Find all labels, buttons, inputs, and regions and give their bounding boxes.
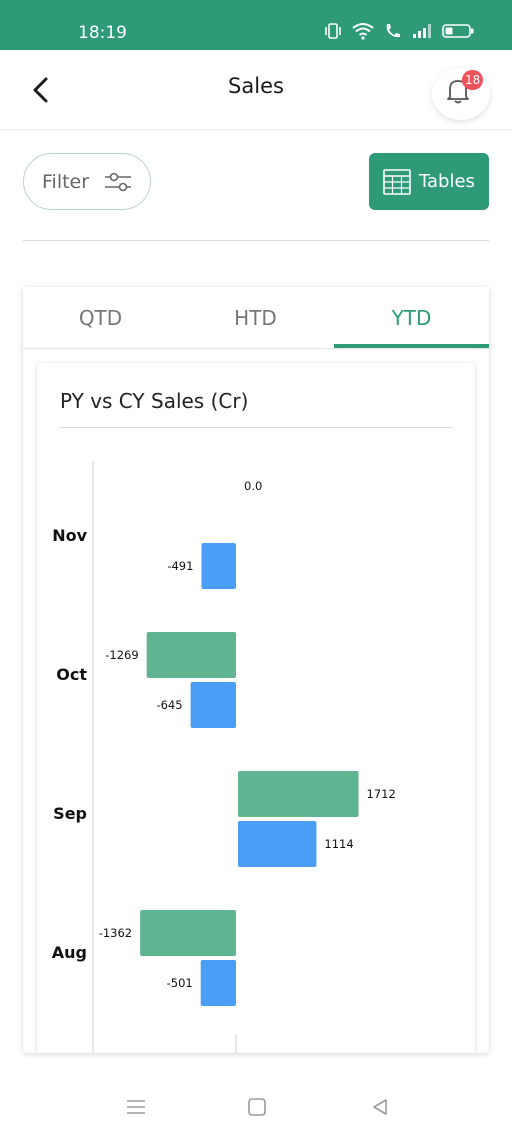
data-label-s1-nov: 0.0 xyxy=(244,479,262,493)
period-tabs: QTD HTD YTD xyxy=(23,287,489,349)
filter-button[interactable]: Filter xyxy=(23,153,151,210)
home-button[interactable] xyxy=(242,1095,272,1119)
chart-card: PY vs CY Sales (Cr) Nov 0.0 -491 Oct -1269 -6… xyxy=(37,363,475,1053)
data-label-s2-sep: 1114 xyxy=(324,837,353,851)
back-button[interactable] xyxy=(22,72,58,108)
category-label-sep: Sep xyxy=(53,804,87,823)
toolbar-divider xyxy=(23,240,489,241)
data-label-s2-nov: -491 xyxy=(167,559,193,573)
tables-button[interactable]: Tables xyxy=(369,153,489,210)
wifi-call-icon xyxy=(386,24,400,38)
system-back-button[interactable] xyxy=(365,1095,395,1119)
status-time: 18:19 xyxy=(78,23,127,43)
sales-card: QTD HTD YTD PY vs CY Sales (Cr) Nov 0.0 -4… xyxy=(23,287,489,1053)
chevron-left-icon xyxy=(33,77,48,103)
status-bar: 18:19 xyxy=(0,0,512,50)
wifi-icon xyxy=(352,23,374,40)
bar-s2-oct xyxy=(190,682,236,728)
bar-s2-sep xyxy=(238,821,317,867)
bar-s1-oct xyxy=(146,632,236,678)
category-label-aug: Aug xyxy=(52,943,87,962)
table-grid-icon xyxy=(383,168,411,195)
chart-title-rule xyxy=(60,427,452,428)
category-label-nov: Nov xyxy=(52,526,87,545)
bell-icon xyxy=(447,80,469,104)
bar-s1-aug xyxy=(140,910,236,956)
menu-icon xyxy=(127,1100,145,1114)
bar-s2-aug xyxy=(200,960,236,1006)
tab-qtd[interactable]: QTD xyxy=(78,306,123,330)
sales-bar-chart: Nov 0.0 -491 Oct -1269 -645 Sep 1712 1114 Aug -136… xyxy=(52,461,396,1053)
status-icons xyxy=(324,22,474,40)
signal-icon xyxy=(413,24,431,38)
recent-apps-button[interactable] xyxy=(121,1095,151,1119)
data-label-s1-oct: -1269 xyxy=(105,648,138,662)
bar-s2-nov xyxy=(201,543,236,589)
data-label-s2-oct: -645 xyxy=(156,698,182,712)
category-label-oct: Oct xyxy=(56,665,87,684)
system-nav-bar xyxy=(0,1075,512,1138)
app-header: Sales 18 xyxy=(0,50,512,130)
notifications-button[interactable]: 18 xyxy=(432,68,490,120)
home-square-icon xyxy=(248,1098,266,1116)
tab-ytd[interactable]: YTD xyxy=(391,306,432,330)
battery-icon xyxy=(442,24,474,38)
page-title: Sales xyxy=(228,74,284,98)
chart-title: PY vs CY Sales (Cr) xyxy=(60,389,249,413)
tables-label: Tables xyxy=(419,171,475,192)
notification-badge: 18 xyxy=(462,70,484,90)
bar-s1-sep xyxy=(238,771,359,817)
active-tab-indicator xyxy=(334,344,489,348)
tab-htd[interactable]: HTD xyxy=(234,306,277,330)
data-label-s2-aug: -501 xyxy=(167,976,193,990)
filter-label: Filter xyxy=(42,170,90,193)
back-triangle-icon xyxy=(373,1099,387,1115)
vibrate-icon xyxy=(325,23,341,39)
data-label-s1-sep: 1712 xyxy=(367,787,396,801)
sliders-icon xyxy=(105,172,132,191)
data-label-s1-aug: -1362 xyxy=(99,926,132,940)
